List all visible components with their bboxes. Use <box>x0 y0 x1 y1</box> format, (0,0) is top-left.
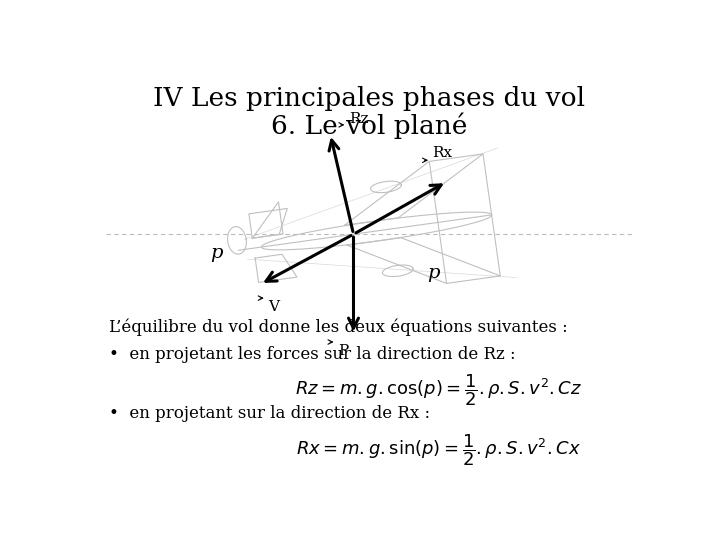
Text: L’équilibre du vol donne les deux équations suivantes :: L’équilibre du vol donne les deux équati… <box>109 319 568 336</box>
Text: p: p <box>210 245 222 262</box>
Text: 6. Le vol plané: 6. Le vol plané <box>271 112 467 139</box>
Text: P: P <box>338 343 348 357</box>
Text: $Rz = m.g.\cos(p) = \dfrac{1}{2}.\rho.S.v^2.Cz$: $Rz = m.g.\cos(p) = \dfrac{1}{2}.\rho.S.… <box>295 373 582 408</box>
Text: •  en projetant les forces sur la direction de Rz :: • en projetant les forces sur la directi… <box>109 346 516 363</box>
Text: V: V <box>269 300 279 314</box>
Text: •  en projetant sur la direction de Rx :: • en projetant sur la direction de Rx : <box>109 405 431 422</box>
Text: IV Les principales phases du vol: IV Les principales phases du vol <box>153 86 585 111</box>
Text: p: p <box>427 264 440 282</box>
Text: Rx: Rx <box>433 146 453 160</box>
Text: $Rx = m.g.\sin(p) = \dfrac{1}{2}.\rho.S.v^2.Cx$: $Rx = m.g.\sin(p) = \dfrac{1}{2}.\rho.S.… <box>297 432 581 468</box>
Text: Rz: Rz <box>349 112 369 126</box>
